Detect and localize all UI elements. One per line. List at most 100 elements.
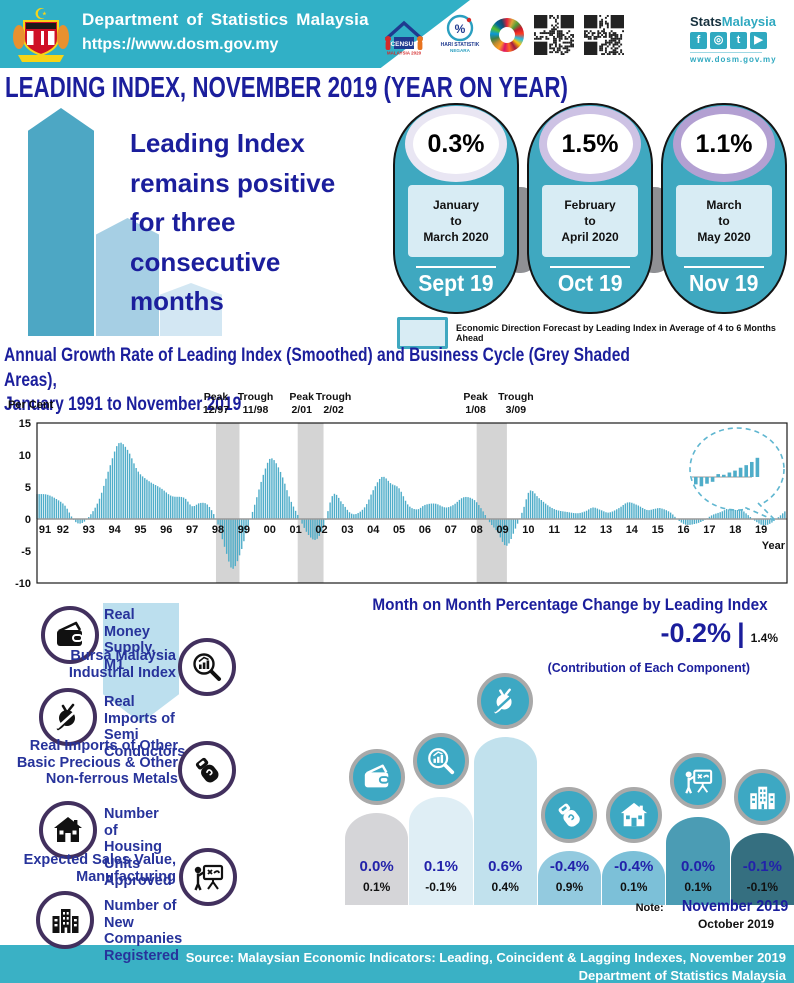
capsule-value: 1.1% <box>681 114 767 174</box>
peak-trough-label: Trough 2/02 <box>315 391 352 416</box>
hari-statistik-negara-logo: % HARI STATISTIK NEGARA <box>441 14 480 53</box>
page-title: LEADING INDEX, NOVEMBER 2019 (YEAR ON YE… <box>5 72 568 104</box>
sdg-malaysia-logo <box>490 18 524 52</box>
presentation-icon <box>179 848 237 906</box>
svg-text:☪: ☪ <box>34 6 47 23</box>
mom-pipe: | <box>737 618 745 648</box>
x-tick-label: 97 <box>186 524 198 536</box>
peak-trough-annotations: Peak 12/97 Trough 11/98 Peak 2/01 Trough 2/02 Pe… <box>0 391 794 421</box>
usb-drive-icon <box>178 741 236 799</box>
x-tick-label: 18 <box>729 524 741 536</box>
instagram-icon[interactable]: ◎ <box>710 32 727 49</box>
contribution-column: -0.4% 0.1% <box>602 675 666 905</box>
value-october: -0.1% <box>425 880 457 894</box>
capsule-period: March to May 2020 <box>676 185 772 257</box>
component-label: Real Imports of Other Basic Precious & O… <box>16 738 178 788</box>
component-label: Real Imports of Semi Conductors <box>104 694 186 761</box>
recession-band <box>476 423 507 583</box>
contribution-column: 0.6% 0.4% <box>473 673 537 905</box>
footer: Source: Malaysian Economic Indicators: L… <box>0 945 794 983</box>
facebook-icon[interactable]: f <box>690 32 707 49</box>
x-tick-label: 98 <box>212 524 224 536</box>
chart-heading: Annual Growth Rate of Leading Index (Smo… <box>4 345 630 416</box>
brand-light: Malaysia <box>721 14 776 29</box>
wallet-icon <box>348 749 405 805</box>
x-tick-label: 99 <box>238 524 250 536</box>
component-label: Number of Housing Units Approved <box>104 806 172 889</box>
mom-subtitle: (Contribution of Each Component) <box>547 660 750 675</box>
peak-trough-label: Trough 11/98 <box>237 391 274 416</box>
x-tick-label: 07 <box>445 524 457 536</box>
tower-shape-medium <box>96 218 159 336</box>
svg-text:HARI STATISTIK: HARI STATISTIK <box>441 42 480 48</box>
qr-code-icon <box>534 15 574 55</box>
forecast-capsule-sept: 0.3% January to March 2020 Sept 19 <box>393 103 519 314</box>
contribution-column: 0.1% -0.1% <box>409 675 473 905</box>
house-icon <box>605 787 662 843</box>
x-tick-label: 91 <box>39 524 51 536</box>
component-label: Real Money Supply, M1 <box>104 607 156 674</box>
forecast-capsule-nov: 1.1% March to May 2020 Nov 19 <box>661 103 787 314</box>
value-october: 0.1% <box>620 880 648 894</box>
x-tick-label: 19 <box>755 524 767 536</box>
contribution-bar <box>666 817 730 905</box>
x-tick-label: 94 <box>108 524 121 536</box>
x-tick-label: 09 <box>496 524 508 536</box>
mom-value: -0.2% <box>660 618 732 648</box>
x-tick-label: 10 <box>522 524 534 536</box>
x-tick-label: 03 <box>341 524 353 536</box>
brand-site-url[interactable]: www.dosm.gov.my <box>690 52 776 64</box>
x-tick-label: 04 <box>367 524 380 536</box>
component-label: Expected Sales Value, Manufacturing <box>23 852 176 885</box>
buildings-icon <box>36 891 94 949</box>
contribution-bar <box>730 833 794 905</box>
agency-url[interactable]: https://www.dosm.gov.my <box>82 36 279 53</box>
contribution-bar <box>602 851 666 905</box>
x-tick-label: 16 <box>677 524 689 536</box>
brand-bold: Stats <box>690 14 722 29</box>
twitter-icon[interactable]: t <box>730 32 747 49</box>
chart-magnifier-icon <box>178 638 236 696</box>
value-october: 0.4% <box>491 880 519 894</box>
note-previous-month: October 2019 <box>697 917 774 931</box>
x-tick-label: 02 <box>315 524 327 536</box>
contribution-column: -0.1% -0.1% <box>730 675 794 905</box>
capsule-divider <box>684 266 764 268</box>
x-tick-label: 06 <box>419 524 431 536</box>
x-axis-label: Year <box>762 540 786 552</box>
presentation-icon <box>670 753 727 809</box>
svg-text:MALAYSIA 2020: MALAYSIA 2020 <box>387 51 422 56</box>
peak-trough-label: Trough 3/09 <box>498 391 534 416</box>
x-tick-label: 93 <box>83 524 95 536</box>
wallet-icon <box>41 606 99 664</box>
usb-drive-icon <box>541 787 598 843</box>
census-2020-logo: CENSUS MALAYSIA 2020 <box>384 20 424 56</box>
contribution-bar <box>345 813 409 905</box>
capsule-month: Nov 19 <box>689 270 759 296</box>
peak-trough-label: Peak 2/01 <box>289 391 314 416</box>
capsule-period: February to April 2020 <box>542 185 638 257</box>
value-november: -0.1% <box>742 858 782 875</box>
plug-icon <box>39 688 97 746</box>
svg-text:NEGARA: NEGARA <box>450 48 471 53</box>
mom-title: Month on Month Percentage Change by Lead… <box>372 595 768 614</box>
component-label: Bursa Malaysia Industrial Index <box>68 648 176 681</box>
chart-magnifier-icon <box>412 733 469 789</box>
y-tick-label: 5 <box>25 482 31 494</box>
malaysia-coat-of-arms-logo: ☪ <box>13 6 69 62</box>
svg-text:CENSUS: CENSUS <box>390 41 418 48</box>
value-october: -0.1% <box>746 880 778 894</box>
stats-malaysia-brand: StatsMalaysia f ◎ t ▶ www.dosm.gov.my <box>690 14 790 64</box>
contribution-bar <box>473 737 537 905</box>
down-arrow-shape <box>103 603 179 723</box>
contribution-bar <box>537 851 602 905</box>
contribution-bar <box>409 797 473 905</box>
x-tick-label: 92 <box>57 524 69 536</box>
peak-trough-label: Peak 1/08 <box>463 391 488 416</box>
youtube-icon[interactable]: ▶ <box>750 32 767 49</box>
mom-previous-value: 1.4% <box>750 631 778 645</box>
tower-shape-small <box>160 283 222 336</box>
x-tick-label: 11 <box>548 524 560 536</box>
x-tick-label: 13 <box>600 524 612 536</box>
x-tick-label: 05 <box>393 524 405 536</box>
